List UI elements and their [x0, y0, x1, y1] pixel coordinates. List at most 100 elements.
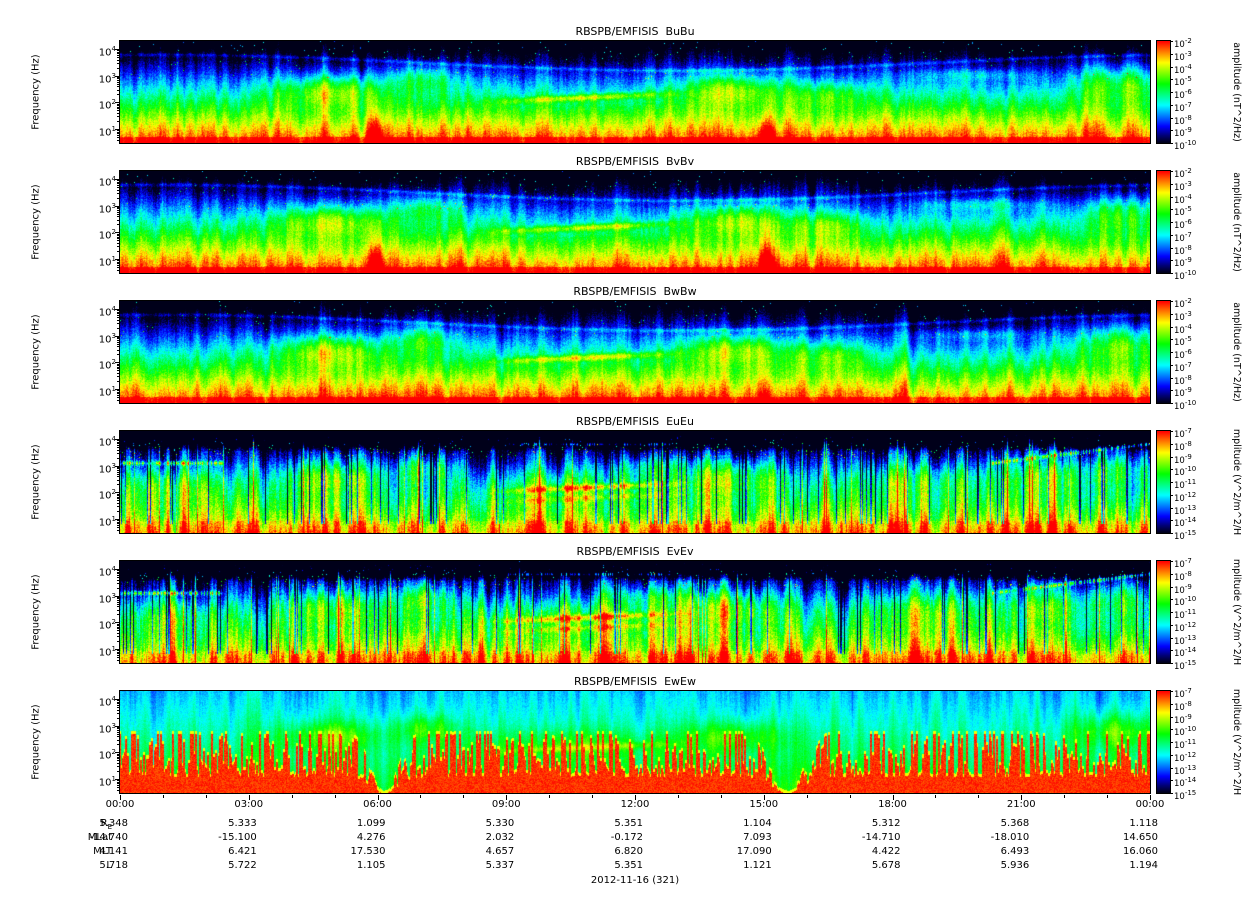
- y-tick-mark: [117, 614, 120, 616]
- y-tick-label: 104: [98, 695, 116, 709]
- y-tick-mark: [117, 469, 120, 471]
- time-tick-label: 09:00: [491, 799, 521, 810]
- y-tick-mark: [117, 574, 120, 576]
- x-tick-mark: [334, 795, 336, 798]
- y-tick-label: 102: [98, 358, 116, 372]
- time-tick-label: 00:00: [105, 799, 135, 810]
- y-tick-mark: [117, 59, 120, 61]
- panel-title-EvEv: RBSPB/EMFISIS EvEv: [576, 545, 694, 558]
- ephemeris-value: 1.118: [1129, 818, 1158, 829]
- y-axis-label: Frequency (Hz): [30, 704, 42, 780]
- colorbar-tick-mark: [1170, 117, 1173, 119]
- colorbar-tick-mark: [1170, 443, 1173, 445]
- y-tick-mark: [117, 473, 120, 475]
- colorbar-tick-mark: [1170, 520, 1173, 522]
- y-tick-mark: [117, 440, 120, 442]
- y-tick-mark: [117, 240, 120, 242]
- y-tick-mark: [117, 484, 120, 486]
- colorbar-tick-label: 10-2: [1174, 167, 1192, 180]
- y-tick-mark: [115, 465, 120, 467]
- y-tick-mark: [117, 57, 120, 59]
- ephemeris-value: 5.351: [614, 860, 643, 871]
- colorbar-tick-label: 10-12: [1174, 490, 1197, 504]
- colorbar-tick-mark: [1170, 703, 1173, 705]
- y-tick-mark: [117, 453, 120, 454]
- colorbar-tick-mark: [1170, 469, 1173, 471]
- y-tick-mark: [117, 181, 120, 183]
- y-tick-mark: [117, 709, 120, 711]
- colorbar-tick-label: 10-5: [1174, 75, 1192, 89]
- y-tick-mark: [117, 700, 120, 702]
- colorbar-tick-label: 10-9: [1174, 582, 1192, 596]
- ephemeris-value: 1.194: [1129, 860, 1158, 871]
- y-tick-mark: [117, 83, 120, 85]
- x-tick-mark: [248, 795, 250, 800]
- y-tick-mark: [117, 393, 120, 395]
- y-tick-mark: [117, 346, 120, 348]
- y-tick-label: 104: [98, 175, 116, 189]
- y-tick-mark: [117, 50, 120, 52]
- y-tick-mark: [117, 131, 120, 133]
- y-tick-mark: [117, 525, 120, 526]
- y-tick-mark: [117, 457, 120, 459]
- y-tick-mark: [117, 466, 120, 468]
- colorbar-tick-mark: [1170, 599, 1173, 601]
- y-tick-mark: [117, 110, 120, 112]
- colorbar-tick-label: 10-12: [1174, 620, 1197, 634]
- y-tick-mark: [117, 736, 120, 738]
- colorbar-tick-label: 10-14: [1174, 776, 1197, 790]
- y-tick-mark: [117, 310, 120, 312]
- y-tick-mark: [115, 439, 120, 440]
- spectrogram-canvas-BvBv: [120, 171, 1150, 273]
- ephemeris-value: 4.657: [485, 846, 515, 857]
- x-tick-mark: [377, 795, 379, 800]
- y-tick-mark: [117, 626, 120, 628]
- x-tick-mark: [978, 795, 980, 798]
- ephemeris-value: -0.172: [610, 832, 643, 843]
- ephemeris-value: 5.351: [614, 818, 643, 829]
- spectrogram-plot-BwBw: [119, 300, 1151, 404]
- colorbar-tick-mark: [1170, 663, 1173, 664]
- colorbar-tick-mark: [1170, 533, 1173, 534]
- colorbar-tick-mark: [1170, 729, 1173, 731]
- ephemeris-value: 1.121: [743, 860, 772, 871]
- spectrogram-plot-EwEw: [119, 690, 1151, 794]
- y-tick-mark: [117, 341, 120, 343]
- y-tick-mark: [115, 49, 120, 50]
- colorbar-tick-label: 10-10: [1174, 139, 1197, 152]
- y-tick-label: 103: [98, 461, 116, 476]
- y-tick-mark: [117, 317, 120, 319]
- colorbar-tick-label: 10-6: [1174, 88, 1192, 101]
- colorbar-tick-label: 10-10: [1174, 595, 1197, 609]
- colorbar-tick-mark: [1170, 742, 1173, 743]
- colorbar-tick-mark: [1170, 339, 1173, 341]
- x-tick-mark: [420, 795, 422, 798]
- y-tick-mark: [117, 579, 120, 581]
- ephemeris-value: 4.422: [871, 846, 901, 857]
- y-tick-label: 104: [98, 305, 116, 319]
- y-tick-mark: [117, 113, 120, 114]
- y-tick-label: 104: [98, 565, 116, 579]
- y-tick-mark: [115, 752, 120, 754]
- y-tick-mark: [117, 787, 120, 789]
- colorbar-tick-mark: [1170, 352, 1173, 353]
- colorbar-tick-mark: [1170, 612, 1173, 613]
- colorbar-tick-label: 10-13: [1174, 503, 1197, 517]
- y-tick-mark: [117, 208, 120, 210]
- colorbar-tick-mark: [1170, 364, 1173, 366]
- y-tick-mark: [117, 701, 120, 703]
- y-tick-mark: [117, 81, 120, 83]
- y-tick-label: 101: [98, 385, 116, 399]
- y-tick-mark: [117, 105, 120, 106]
- colorbar-BvBv: [1156, 170, 1171, 274]
- colorbar-tick-label: 10-7: [1174, 427, 1192, 440]
- x-tick-mark: [935, 795, 937, 798]
- y-tick-mark: [117, 63, 120, 64]
- colorbar-tick-mark: [1170, 326, 1173, 328]
- y-tick-mark: [117, 756, 120, 758]
- x-tick-mark: [763, 795, 765, 800]
- y-tick-label: 101: [98, 775, 116, 789]
- spectrogram-plot-BuBu: [119, 40, 1151, 144]
- y-tick-mark: [117, 376, 120, 378]
- y-tick-mark: [117, 444, 120, 446]
